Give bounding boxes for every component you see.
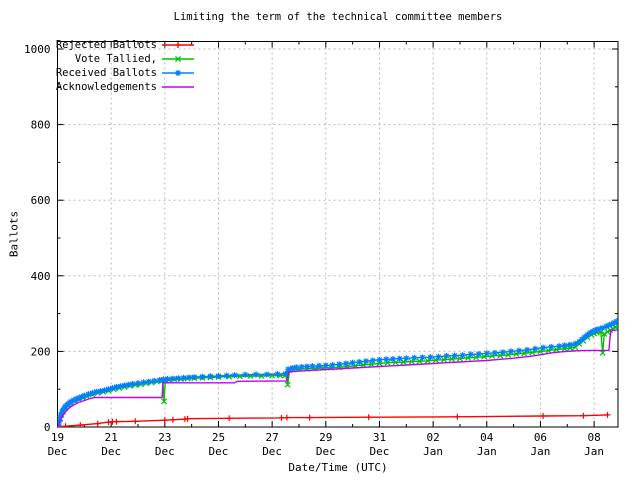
legend-item: Acknowledgements xyxy=(55,80,195,94)
x-tick-label-month: Jan xyxy=(584,445,604,458)
x-tick-label-month: Dec xyxy=(48,445,68,458)
x-tick-label-month: Dec xyxy=(370,445,390,458)
legend-sample-line xyxy=(162,70,194,76)
legend-item: Received Ballots xyxy=(55,66,195,80)
series-line-rejected-ballots xyxy=(57,414,608,427)
legend-item: Vote Tallied, xyxy=(55,52,195,66)
x-tick-label-month: Jan xyxy=(477,445,497,458)
legend-item: Rejected Ballots xyxy=(55,38,195,52)
y-tick-label: 600 xyxy=(31,194,51,207)
x-tick-label-month: Dec xyxy=(101,445,121,458)
legend-label: Received Ballots xyxy=(55,67,157,79)
x-tick-label-day: 31 xyxy=(373,431,386,444)
chart-title: Limiting the term of the technical commi… xyxy=(173,11,503,23)
series-markers-vote-tallied xyxy=(57,322,618,427)
legend-sample-line xyxy=(162,42,194,48)
x-tick-label-day: 02 xyxy=(426,431,439,444)
x-tick-label-month: Jan xyxy=(531,445,551,458)
x-tick-label-month: Jan xyxy=(423,445,443,458)
y-tick-label: 1000 xyxy=(24,43,51,56)
x-tick-label-month: Dec xyxy=(209,445,229,458)
plot-frame xyxy=(57,41,619,428)
x-tick-label-month: Dec xyxy=(316,445,336,458)
x-tick-label-day: 21 xyxy=(105,431,118,444)
series-line-acknowledgements xyxy=(57,329,618,427)
x-axis-label: Date/Time (UTC) xyxy=(288,461,388,474)
x-tick-label-day: 19 xyxy=(51,431,64,444)
x-tick-label-month: Dec xyxy=(262,445,282,458)
y-tick-label: 0 xyxy=(44,421,51,434)
legend-sample-line xyxy=(162,55,194,63)
y-tick-label: 200 xyxy=(31,345,51,358)
x-tick-label-day: 08 xyxy=(587,431,600,444)
x-tick-label-day: 23 xyxy=(158,431,171,444)
series-line-received-ballots xyxy=(57,320,618,427)
series-markers-rejected-ballots xyxy=(57,411,611,427)
x-tick-label-day: 29 xyxy=(319,431,332,444)
y-tick-label: 400 xyxy=(31,270,51,283)
legend-sample-line xyxy=(162,86,194,88)
x-tick-label-day: 04 xyxy=(480,431,494,444)
legend-label: Acknowledgements xyxy=(55,81,157,93)
legend-label: Rejected Ballots xyxy=(55,39,157,51)
x-tick-label-day: 06 xyxy=(534,431,547,444)
series-markers-received-ballots xyxy=(57,318,618,427)
series-line-vote-tallied xyxy=(57,325,618,427)
legend-label: Vote Tallied, xyxy=(74,53,157,65)
x-tick-label-month: Dec xyxy=(155,445,175,458)
legend: Rejected Ballots Vote Tallied, Received Ba… xyxy=(55,38,195,94)
y-tick-label: 800 xyxy=(31,119,51,132)
x-tick-label-day: 25 xyxy=(212,431,225,444)
x-tick-label-day: 27 xyxy=(266,431,279,444)
series-layer xyxy=(57,318,618,427)
